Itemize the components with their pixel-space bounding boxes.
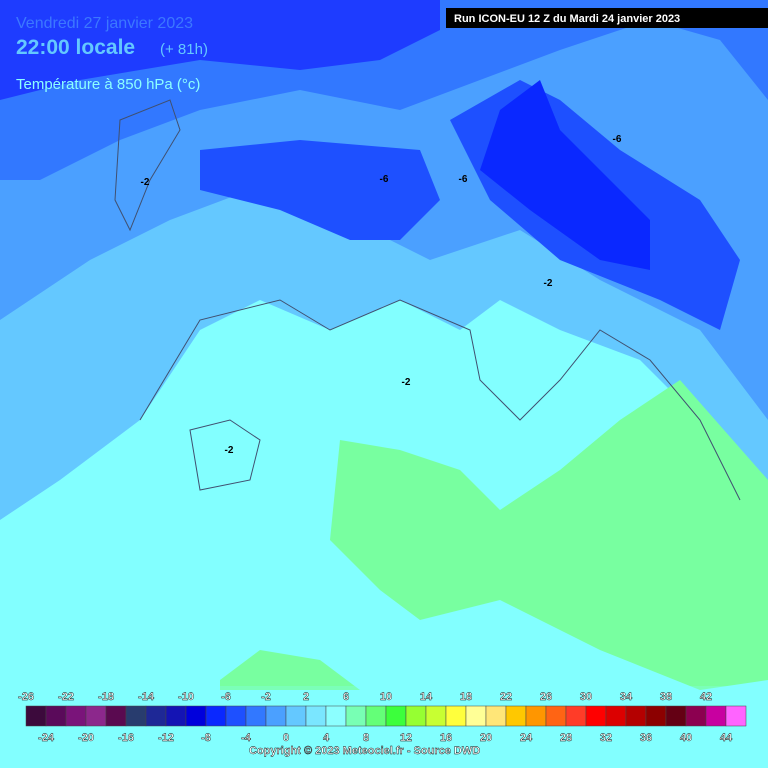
legend-tick-label: -26 (18, 691, 34, 703)
legend-tick-label: -20 (78, 732, 94, 744)
legend-swatch (445, 705, 467, 727)
legend-swatch (285, 705, 307, 727)
legend-tick-label: -4 (241, 732, 252, 744)
legend-swatch (365, 705, 387, 727)
legend-tick-label: 34 (620, 691, 633, 703)
contour-labels: -2 -6 -2 -6 -6 -2 -2 (141, 134, 622, 456)
legend-tick-label: 36 (640, 732, 652, 744)
legend-swatch (585, 705, 607, 727)
legend-tick-label: 42 (700, 691, 712, 703)
legend-swatch (725, 705, 747, 727)
time: 22:00 locale (16, 36, 135, 59)
legend-tick-label: 40 (680, 732, 692, 744)
coastline-sardinia (189, 419, 261, 491)
zone-minus6-west (200, 140, 440, 240)
legend-tick-label: 6 (343, 691, 349, 703)
legend-tick-label: -22 (58, 691, 74, 703)
legend-tick-label: 30 (580, 691, 592, 703)
legend-swatch (505, 705, 527, 727)
legend-swatch (385, 705, 407, 727)
zone-plus2 (330, 380, 768, 690)
legend-tick-label: 38 (660, 691, 672, 703)
legend-tick-label: -14 (138, 691, 155, 703)
legend-tick-label: 14 (420, 691, 433, 703)
legend-swatch (265, 705, 287, 727)
legend-tick-label: -8 (201, 732, 211, 744)
zone-minus8 (0, 0, 440, 100)
legend-tick-label: 22 (500, 691, 512, 703)
legend-tick-label: -16 (118, 732, 134, 744)
run-label: Run ICON-EU 12 Z du Mardi 24 janvier 202… (454, 13, 680, 25)
legend-tick-label: 4 (323, 732, 330, 744)
legend-swatch (565, 705, 587, 727)
legend-swatch (145, 705, 167, 727)
legend-swatch (25, 705, 47, 727)
legend-tick-label: -24 (38, 732, 55, 744)
zone-minus8-east (480, 80, 650, 270)
legend-tick-label: 32 (600, 732, 612, 744)
date: Vendredi 27 janvier 2023 (16, 15, 193, 32)
legend-swatch (625, 705, 647, 727)
legend-tick-label: -10 (178, 691, 194, 703)
legend-swatch (405, 705, 427, 727)
legend-swatch (105, 705, 127, 727)
legend-tick-label: 2 (303, 691, 309, 703)
legend-tick-label: 28 (560, 732, 572, 744)
variable: Température à 850 hPa (°c) (16, 76, 200, 93)
legend-swatch (665, 705, 687, 727)
legend-tick-label: 24 (520, 732, 533, 744)
copyright: Copyright © 2023 Meteociel.fr - Source D… (249, 745, 480, 757)
run-box (446, 8, 768, 28)
legend-tick-label: -12 (158, 732, 174, 744)
legend: -26-24-22-20-18-16-14-12-10-8-6-4-202468… (18, 691, 747, 744)
legend-swatch (165, 705, 187, 727)
contour-label: -6 (380, 174, 389, 185)
legend-swatch (545, 705, 567, 727)
legend-swatch (185, 705, 207, 727)
legend-swatch (205, 705, 227, 727)
legend-tick-label: -18 (98, 691, 114, 703)
legend-swatch (345, 705, 367, 727)
legend-swatch (245, 705, 267, 727)
legend-swatch (425, 705, 447, 727)
legend-swatch (685, 705, 707, 727)
legend-swatch (465, 705, 487, 727)
legend-swatch (705, 705, 727, 727)
legend-band (0, 686, 768, 768)
contour-label: -6 (613, 134, 622, 145)
contour-label: -2 (225, 445, 234, 456)
contour-label: -2 (141, 177, 150, 188)
contour-label: -6 (459, 174, 468, 185)
legend-swatch (45, 705, 67, 727)
legend-tick-label: 18 (460, 691, 472, 703)
legend-tick-label: 10 (380, 691, 392, 703)
legend-swatch (605, 705, 627, 727)
legend-swatch (645, 705, 667, 727)
lead: (+ 81h) (160, 41, 208, 58)
contour-label: -2 (544, 278, 553, 289)
coastline-corsica (114, 99, 181, 232)
legend-swatch (125, 705, 147, 727)
coastline-italy (139, 299, 741, 501)
legend-tick-label: 20 (480, 732, 492, 744)
legend-tick-label: 26 (540, 691, 552, 703)
legend-swatch (305, 705, 327, 727)
legend-swatch (325, 705, 347, 727)
zone-plus2-south (220, 650, 360, 690)
legend-tick-label: 0 (283, 732, 289, 744)
legend-tick-label: 12 (400, 732, 412, 744)
legend-swatch (65, 705, 87, 727)
legend-tick-label: -6 (221, 691, 231, 703)
legend-tick-label: 44 (720, 732, 733, 744)
legend-tick-label: 8 (363, 732, 369, 744)
legend-tick-label: 16 (440, 732, 452, 744)
contour-label: -2 (402, 377, 411, 388)
legend-swatch (225, 705, 247, 727)
legend-swatch (525, 705, 547, 727)
legend-swatch (85, 705, 107, 727)
legend-tick-label: -2 (261, 691, 271, 703)
legend-swatch (485, 705, 507, 727)
